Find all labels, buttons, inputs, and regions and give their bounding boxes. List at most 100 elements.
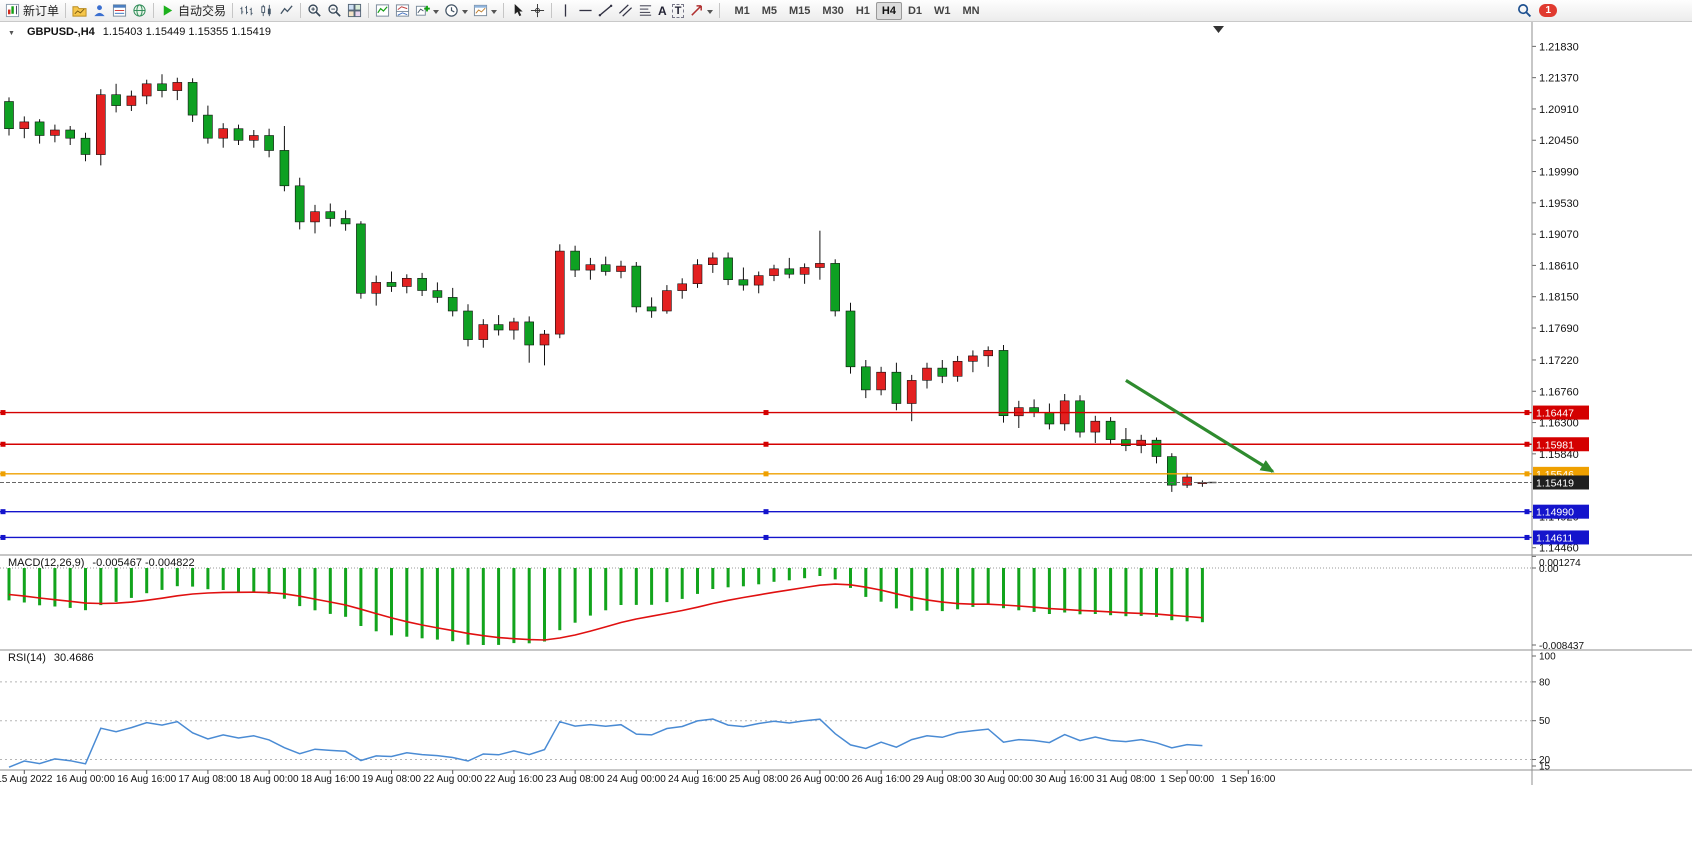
autotrading-play-icon (163, 5, 173, 16)
candle-body (249, 135, 259, 141)
trend-arrow-object[interactable] (1125, 379, 1275, 473)
market-watch-button[interactable] (110, 1, 129, 21)
chart-shift-marker[interactable] (1213, 26, 1224, 33)
timeframe-w1[interactable]: W1 (928, 2, 957, 20)
line-chart-mode-button[interactable] (277, 1, 296, 21)
line-handle[interactable] (0, 441, 6, 447)
candle-body (1075, 400, 1085, 433)
text-tool-button[interactable]: A (656, 1, 669, 21)
line-handle[interactable] (1524, 471, 1530, 477)
line-handle[interactable] (1524, 509, 1530, 515)
line-handle[interactable] (763, 534, 769, 540)
cursor-tool-button[interactable] (508, 1, 527, 21)
vertical-line-tool-button[interactable] (556, 1, 575, 21)
candle-body (1029, 407, 1039, 413)
channel-icon (619, 4, 633, 17)
line-handle[interactable] (0, 534, 6, 540)
line-handle[interactable] (0, 509, 6, 515)
new-order-button[interactable]: 新订单 (3, 1, 61, 21)
periods-dropdown[interactable] (442, 1, 470, 21)
macd-histogram-bar (1124, 568, 1128, 617)
candle-body (738, 279, 749, 286)
macd-histogram-bar (910, 568, 914, 611)
time-axis-label: 30 Aug 16:00 (1035, 774, 1094, 785)
line-handle[interactable] (1524, 441, 1530, 447)
autotrading-button[interactable]: 自动交易 (158, 1, 228, 21)
line-handle[interactable] (0, 410, 6, 416)
macd-histogram-bar (405, 568, 409, 637)
timeframe-m15[interactable]: M15 (783, 2, 816, 20)
candle-body (4, 101, 14, 130)
line-handle[interactable] (763, 509, 769, 515)
label-tool-button[interactable]: T (670, 1, 687, 21)
macd-histogram-bar (1002, 568, 1005, 609)
candle-body (80, 137, 91, 155)
line-handle[interactable] (1524, 534, 1530, 540)
timeframe-h1[interactable]: H1 (850, 2, 876, 20)
timeframe-d1[interactable]: D1 (902, 2, 928, 20)
zoom-out-button[interactable] (325, 1, 344, 21)
price-axis-label: 1.17690 (1539, 323, 1579, 335)
new-order-icon (5, 3, 20, 18)
time-axis-label: 18 Aug 16:00 (301, 774, 360, 785)
timeframe-h4[interactable]: H4 (875, 1, 902, 20)
trendline-tool-button[interactable] (596, 1, 615, 21)
price-badge-label: 1.14611 (1536, 532, 1573, 544)
macd-histogram-bar (604, 568, 608, 611)
candle-body (172, 82, 183, 91)
fibonacci-tool-button[interactable] (636, 1, 655, 21)
macd-axis-label: 0.00 (1539, 564, 1559, 575)
dropdown-caret-icon (433, 9, 440, 17)
toolbar-separator (232, 3, 234, 18)
macd-indicator-name: MACD(12,26,9) (8, 557, 85, 569)
candlestick-mode-button[interactable] (257, 1, 276, 21)
macd-histogram-bar (1032, 568, 1036, 612)
line-handle[interactable] (0, 471, 6, 477)
zoom-in-icon (308, 4, 321, 17)
channel-tool-button[interactable] (616, 1, 635, 21)
macd-histogram-bar (650, 568, 654, 605)
crosshair-tool-button[interactable] (528, 1, 547, 21)
timeframe-m1[interactable]: M1 (728, 2, 755, 20)
bar-chart-mode-button[interactable] (237, 1, 256, 21)
macd-histogram-bar (129, 568, 133, 598)
tile-windows-button[interactable] (345, 1, 364, 21)
templates-dropdown[interactable] (471, 1, 499, 21)
timeframe-m30[interactable]: M30 (816, 2, 849, 20)
candle-body (906, 380, 917, 404)
macd-histogram-bar (22, 568, 26, 603)
new-chart-icon (72, 6, 87, 17)
macd-histogram-bar (956, 568, 960, 610)
toolbar-separator (65, 3, 67, 18)
line-handle[interactable] (763, 441, 769, 447)
price-badge-label: 1.16447 (1536, 408, 1574, 420)
line-handle[interactable] (763, 471, 769, 477)
add-indicator-dropdown[interactable] (413, 1, 441, 21)
candle-body (616, 265, 626, 272)
zoom-in-button[interactable] (305, 1, 324, 21)
new-chart-button[interactable] (70, 1, 89, 21)
chart-expand-icon[interactable] (8, 26, 19, 38)
candle-body (371, 282, 382, 294)
indicator-window-button[interactable] (373, 1, 392, 21)
candle-body (600, 264, 611, 272)
navigator-button[interactable] (130, 1, 149, 21)
profiles-button[interactable] (90, 1, 109, 21)
macd-histogram-bar (588, 568, 592, 616)
time-axis-label: 16 Aug 16:00 (117, 774, 176, 785)
price-badge-label: 1.15419 (1536, 477, 1574, 489)
arrows-tool-dropdown[interactable] (687, 1, 715, 21)
horizontal-line-tool-button[interactable] (576, 1, 595, 21)
timeframe-m5[interactable]: M5 (756, 2, 783, 20)
macd-panel-label: MACD(12,26,9) -0.005467 -0.004822 (8, 557, 195, 569)
line-handle[interactable] (1524, 410, 1530, 416)
macd-histogram-bar (282, 568, 286, 599)
macd-histogram-bar (543, 568, 546, 642)
timeframe-mn[interactable]: MN (957, 2, 986, 20)
notification-badge[interactable]: 1 (1539, 4, 1557, 17)
price-axis-label: 1.20910 (1539, 104, 1579, 116)
objects-list-button[interactable] (393, 1, 412, 21)
line-handle[interactable] (763, 410, 769, 416)
search-button[interactable] (1515, 1, 1534, 21)
